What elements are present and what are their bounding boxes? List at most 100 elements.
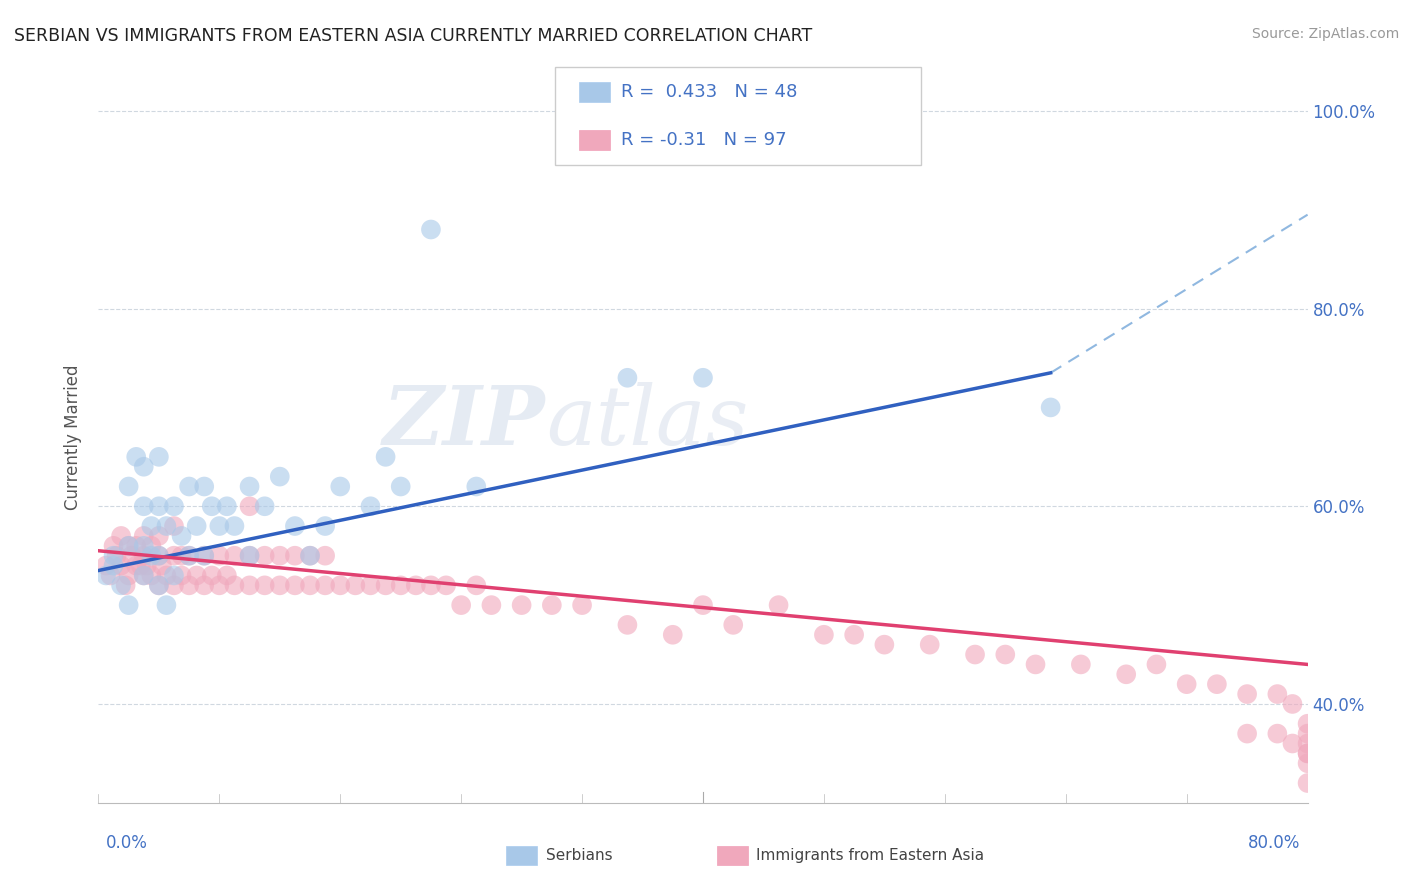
Point bbox=[1236, 687, 1258, 701]
Point bbox=[1296, 747, 1319, 761]
Point bbox=[1296, 716, 1319, 731]
Point bbox=[389, 479, 412, 493]
Point bbox=[129, 558, 152, 573]
Point bbox=[155, 568, 177, 582]
Point bbox=[125, 558, 148, 573]
Point bbox=[148, 578, 170, 592]
Point bbox=[94, 558, 117, 573]
Point bbox=[1115, 667, 1137, 681]
Text: 80.0%: 80.0% bbox=[1249, 834, 1301, 852]
Text: R =  0.433   N = 48: R = 0.433 N = 48 bbox=[621, 83, 797, 101]
Point bbox=[1267, 687, 1289, 701]
Point bbox=[208, 578, 231, 592]
Point bbox=[344, 578, 367, 592]
Point bbox=[284, 519, 307, 533]
Text: Serbians: Serbians bbox=[546, 848, 612, 863]
Text: ZIP: ZIP bbox=[384, 383, 546, 462]
Point bbox=[94, 568, 117, 582]
Point bbox=[132, 568, 155, 582]
Point bbox=[873, 638, 896, 652]
Point bbox=[224, 578, 246, 592]
Point bbox=[239, 578, 262, 592]
Point bbox=[1236, 726, 1258, 740]
Point bbox=[132, 500, 155, 514]
Point bbox=[918, 638, 941, 652]
Point bbox=[269, 549, 291, 563]
Point bbox=[148, 549, 170, 563]
Point bbox=[434, 578, 457, 592]
Point bbox=[155, 519, 177, 533]
Point bbox=[103, 549, 125, 563]
Point bbox=[768, 598, 790, 612]
Point bbox=[186, 519, 208, 533]
Point bbox=[1175, 677, 1198, 691]
Point bbox=[239, 549, 262, 563]
Text: 0.0%: 0.0% bbox=[105, 834, 148, 852]
Point bbox=[170, 529, 193, 543]
Point bbox=[420, 222, 443, 236]
Point bbox=[100, 568, 122, 582]
Point bbox=[132, 549, 155, 563]
Point bbox=[269, 578, 291, 592]
Point bbox=[1070, 657, 1092, 672]
Text: Source: ZipAtlas.com: Source: ZipAtlas.com bbox=[1251, 27, 1399, 41]
Point bbox=[118, 479, 141, 493]
Point bbox=[132, 529, 155, 543]
Point bbox=[284, 549, 307, 563]
Point bbox=[118, 568, 141, 582]
Text: atlas: atlas bbox=[546, 383, 748, 462]
Point bbox=[105, 549, 128, 563]
Point bbox=[186, 568, 208, 582]
Point bbox=[1144, 657, 1167, 672]
Point bbox=[450, 598, 472, 612]
Text: R = -0.31   N = 97: R = -0.31 N = 97 bbox=[621, 131, 787, 149]
Point bbox=[420, 578, 443, 592]
Point bbox=[253, 549, 276, 563]
Point bbox=[1024, 657, 1046, 672]
Point bbox=[110, 578, 132, 592]
Point bbox=[360, 578, 382, 592]
Point bbox=[125, 450, 148, 464]
Text: Immigrants from Eastern Asia: Immigrants from Eastern Asia bbox=[756, 848, 984, 863]
Point bbox=[1296, 756, 1319, 771]
Point bbox=[132, 459, 155, 474]
Point bbox=[141, 519, 163, 533]
Point bbox=[269, 469, 291, 483]
Point bbox=[163, 549, 186, 563]
Point bbox=[193, 549, 215, 563]
Point bbox=[329, 578, 352, 592]
Point bbox=[1296, 747, 1319, 761]
Point bbox=[692, 598, 714, 612]
Point bbox=[1281, 697, 1303, 711]
Point bbox=[253, 578, 276, 592]
Point bbox=[299, 549, 322, 563]
Point bbox=[239, 479, 262, 493]
Point bbox=[141, 568, 163, 582]
Point bbox=[1296, 737, 1319, 751]
Point bbox=[193, 578, 215, 592]
Point bbox=[314, 549, 336, 563]
Point bbox=[299, 578, 322, 592]
Point bbox=[121, 549, 143, 563]
Point bbox=[163, 578, 186, 592]
Point bbox=[170, 549, 193, 563]
Point bbox=[132, 568, 155, 582]
Point bbox=[155, 598, 177, 612]
Point bbox=[253, 500, 276, 514]
Point bbox=[201, 568, 224, 582]
Point bbox=[110, 558, 132, 573]
Point bbox=[314, 519, 336, 533]
Point bbox=[510, 598, 533, 612]
Text: SERBIAN VS IMMIGRANTS FROM EASTERN ASIA CURRENTLY MARRIED CORRELATION CHART: SERBIAN VS IMMIGRANTS FROM EASTERN ASIA … bbox=[14, 27, 813, 45]
Y-axis label: Currently Married: Currently Married bbox=[65, 364, 83, 510]
Point bbox=[208, 519, 231, 533]
Point bbox=[150, 558, 173, 573]
Point bbox=[118, 539, 141, 553]
Point bbox=[374, 578, 396, 592]
Point bbox=[299, 549, 322, 563]
Point bbox=[540, 598, 562, 612]
Point bbox=[481, 598, 503, 612]
Point bbox=[163, 500, 186, 514]
Point bbox=[1296, 776, 1319, 790]
Point bbox=[103, 558, 125, 573]
